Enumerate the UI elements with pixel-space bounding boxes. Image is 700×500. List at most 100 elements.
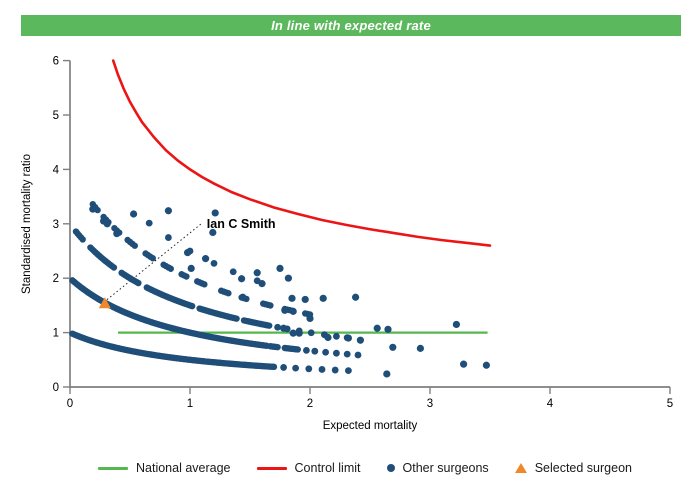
- surgeon-point: [276, 264, 284, 273]
- surgeon-point: [130, 210, 138, 218]
- surgeon-point: [383, 370, 391, 378]
- selected-surgeon-label: Ian C Smith: [207, 217, 276, 231]
- surgeon-point: [452, 320, 460, 329]
- y-tick-label: 3: [53, 219, 59, 231]
- status-banner: In line with expected rate: [21, 15, 681, 36]
- other-surgeons-points: [89, 205, 490, 378]
- surgeon-point: [319, 294, 327, 302]
- surgeon-point: [280, 364, 287, 371]
- surgeon-point: [345, 367, 352, 375]
- axis-spines: [69, 60, 670, 388]
- surgeon-point: [305, 365, 313, 373]
- surgeon-point: [333, 349, 340, 357]
- surgeon-point: [331, 366, 339, 374]
- legend-label: Other surgeons: [402, 461, 489, 475]
- legend-item-selected-surgeon: Selected surgeon: [514, 461, 632, 475]
- surgeon-point: [292, 364, 299, 372]
- surgeon-point: [131, 242, 138, 249]
- y-tick-label: 2: [53, 273, 59, 285]
- surgeon-point: [209, 228, 217, 237]
- surgeon-point: [188, 302, 196, 310]
- surgeon-point: [324, 333, 332, 342]
- surgeon-point: [303, 346, 310, 354]
- surgeon-point: [289, 307, 297, 315]
- surgeon-point: [318, 366, 326, 373]
- other-surgeons-bands: [69, 200, 362, 375]
- surgeon-point: [187, 264, 195, 273]
- legend-label: Selected surgeon: [534, 461, 632, 475]
- status-banner-text: In line with expected rate: [271, 18, 431, 33]
- control-limit-curve: [111, 59, 492, 247]
- surgeon-point: [184, 249, 192, 257]
- surgeon-point: [301, 295, 309, 304]
- surgeon-point: [356, 336, 364, 344]
- surgeon-point: [145, 219, 153, 227]
- surgeon-point: [270, 363, 278, 371]
- surgeon-point: [389, 343, 397, 351]
- surgeon-point: [281, 306, 289, 314]
- x-tick-label: 0: [67, 398, 73, 410]
- x-tick-label: 2: [307, 398, 313, 410]
- surgeon-point: [233, 315, 240, 322]
- y-axis-label: Standardised mortality ratio: [21, 154, 33, 294]
- legend-item-other-surgeons: Other surgeons: [386, 461, 489, 475]
- surgeon-point: [258, 280, 266, 288]
- surgeon-point: [113, 229, 121, 238]
- surgeon-point: [284, 274, 292, 282]
- surgeon-point: [384, 325, 392, 333]
- surgeon-point: [288, 294, 296, 302]
- legend-label: National average: [136, 461, 231, 475]
- other-surgeons-dot-swatch: [386, 464, 395, 472]
- x-axis-label: Expected mortality: [323, 420, 418, 432]
- surgeon-point: [110, 264, 118, 271]
- surgeon-point: [167, 265, 174, 272]
- chart-series: Ian C Smith: [69, 59, 492, 378]
- y-tick-label: 0: [53, 382, 59, 394]
- surgeon-point: [373, 324, 381, 332]
- surgeon-point: [225, 290, 232, 297]
- national-average-line-swatch: [98, 466, 128, 470]
- y-tick-label: 4: [53, 164, 60, 176]
- surgeon-point: [135, 279, 142, 287]
- surgeon-point: [322, 348, 329, 356]
- y-tick-label: 5: [53, 110, 59, 122]
- surgeon-point: [211, 209, 219, 217]
- control-limit-line-swatch: [256, 466, 287, 470]
- surgeon-point: [79, 236, 86, 243]
- legend-item-control-limit: Control limit: [256, 461, 361, 475]
- surgeon-point: [253, 269, 261, 277]
- surgeon-point: [274, 343, 281, 351]
- surgeon-point: [239, 293, 247, 301]
- chart-legend: National average Control limit Other sur…: [0, 461, 700, 475]
- surgeon-point: [343, 350, 351, 358]
- selected-surgeon-triangle-swatch: [514, 463, 527, 473]
- surgeon-point: [311, 347, 319, 355]
- selected-surgeon-marker: [98, 297, 111, 309]
- surgeon-point: [210, 259, 218, 267]
- x-tick-label: 1: [187, 398, 193, 410]
- surgeon-point: [238, 275, 246, 283]
- surgeon-point: [202, 255, 210, 263]
- x-tick-label: 3: [427, 398, 433, 410]
- surgeon-point: [416, 344, 424, 352]
- surgeon-point: [482, 361, 490, 369]
- surgeon-point: [266, 322, 273, 329]
- surgeon-point: [307, 329, 315, 337]
- surgeon-point: [267, 302, 274, 309]
- legend-item-national-average: National average: [98, 461, 231, 475]
- surgeon-point: [344, 334, 352, 342]
- surgeon-point: [201, 281, 208, 288]
- surgeon-point: [306, 314, 314, 323]
- surgeon-point: [274, 323, 281, 331]
- surgeon-point: [354, 351, 362, 359]
- surgeon-point: [280, 324, 288, 332]
- x-tick-label: 5: [667, 398, 673, 410]
- y-tick-label: 6: [53, 56, 59, 68]
- axes: 0 1 2 3 4 5 6 0 1 2 3 4 5: [53, 56, 674, 410]
- surgeon-point: [149, 255, 156, 262]
- surgeon-point: [295, 329, 303, 337]
- surgeon-point: [89, 205, 97, 213]
- surgeon-point: [289, 329, 297, 337]
